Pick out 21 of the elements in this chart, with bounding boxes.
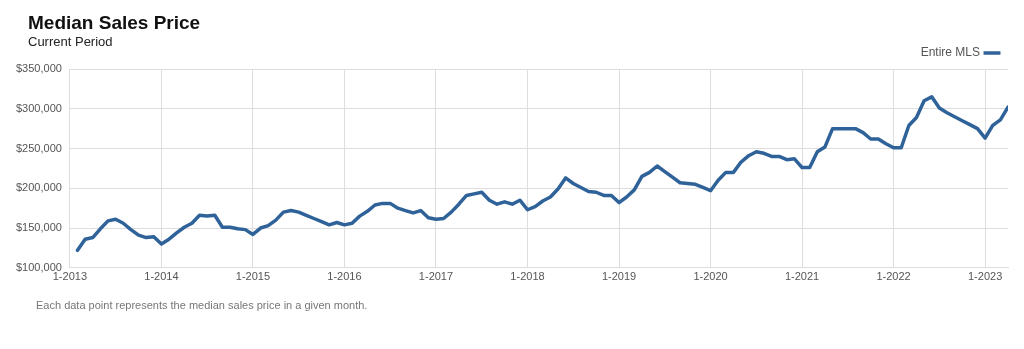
y-tick-label: $300,000 xyxy=(15,101,62,114)
x-tick-label: 1-2022 xyxy=(876,270,911,283)
x-tick-label: 1-2017 xyxy=(418,270,454,283)
x-tick-label: 1-2016 xyxy=(327,270,362,283)
chart-subtitle: Current Period xyxy=(28,34,113,49)
x-tick-label: 1-2014 xyxy=(144,270,179,283)
y-tick-label: $100,000 xyxy=(15,260,62,273)
x-tick-label: 1-2015 xyxy=(235,270,271,283)
x-tick-label: 1-2023 xyxy=(967,270,1003,283)
y-tick-label: $250,000 xyxy=(15,141,62,154)
x-tick-label: 1-2021 xyxy=(784,270,820,283)
y-tick-label: $150,000 xyxy=(15,221,62,234)
x-tick-label: 1-2019 xyxy=(601,270,637,283)
x-tick-label: 1-2013 xyxy=(52,270,88,283)
text: Each data point represents the median sales price in a given month. xyxy=(35,299,369,311)
x-tick-label: 1-2018 xyxy=(510,270,545,283)
chart-title: Median Sales Price xyxy=(28,12,202,34)
legend-label: Entire MLS xyxy=(920,45,980,60)
y-tick-label: $350,000 xyxy=(15,62,62,75)
y-tick-label: $200,000 xyxy=(15,181,62,194)
x-tick-label: 1-2020 xyxy=(693,270,728,283)
